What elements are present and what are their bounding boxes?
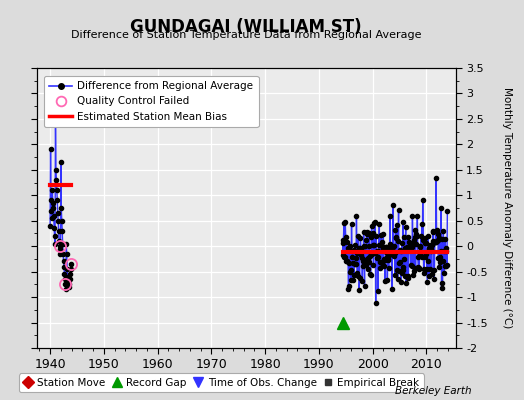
Legend: Station Move, Record Gap, Time of Obs. Change, Empirical Break: Station Move, Record Gap, Time of Obs. C… bbox=[18, 374, 424, 392]
Text: Difference of Station Temperature Data from Regional Average: Difference of Station Temperature Data f… bbox=[71, 30, 421, 40]
Y-axis label: Monthly Temperature Anomaly Difference (°C): Monthly Temperature Anomaly Difference (… bbox=[502, 87, 512, 329]
Text: GUNDAGAI (WILLIAM ST): GUNDAGAI (WILLIAM ST) bbox=[130, 18, 362, 36]
Text: Berkeley Earth: Berkeley Earth bbox=[395, 386, 472, 396]
